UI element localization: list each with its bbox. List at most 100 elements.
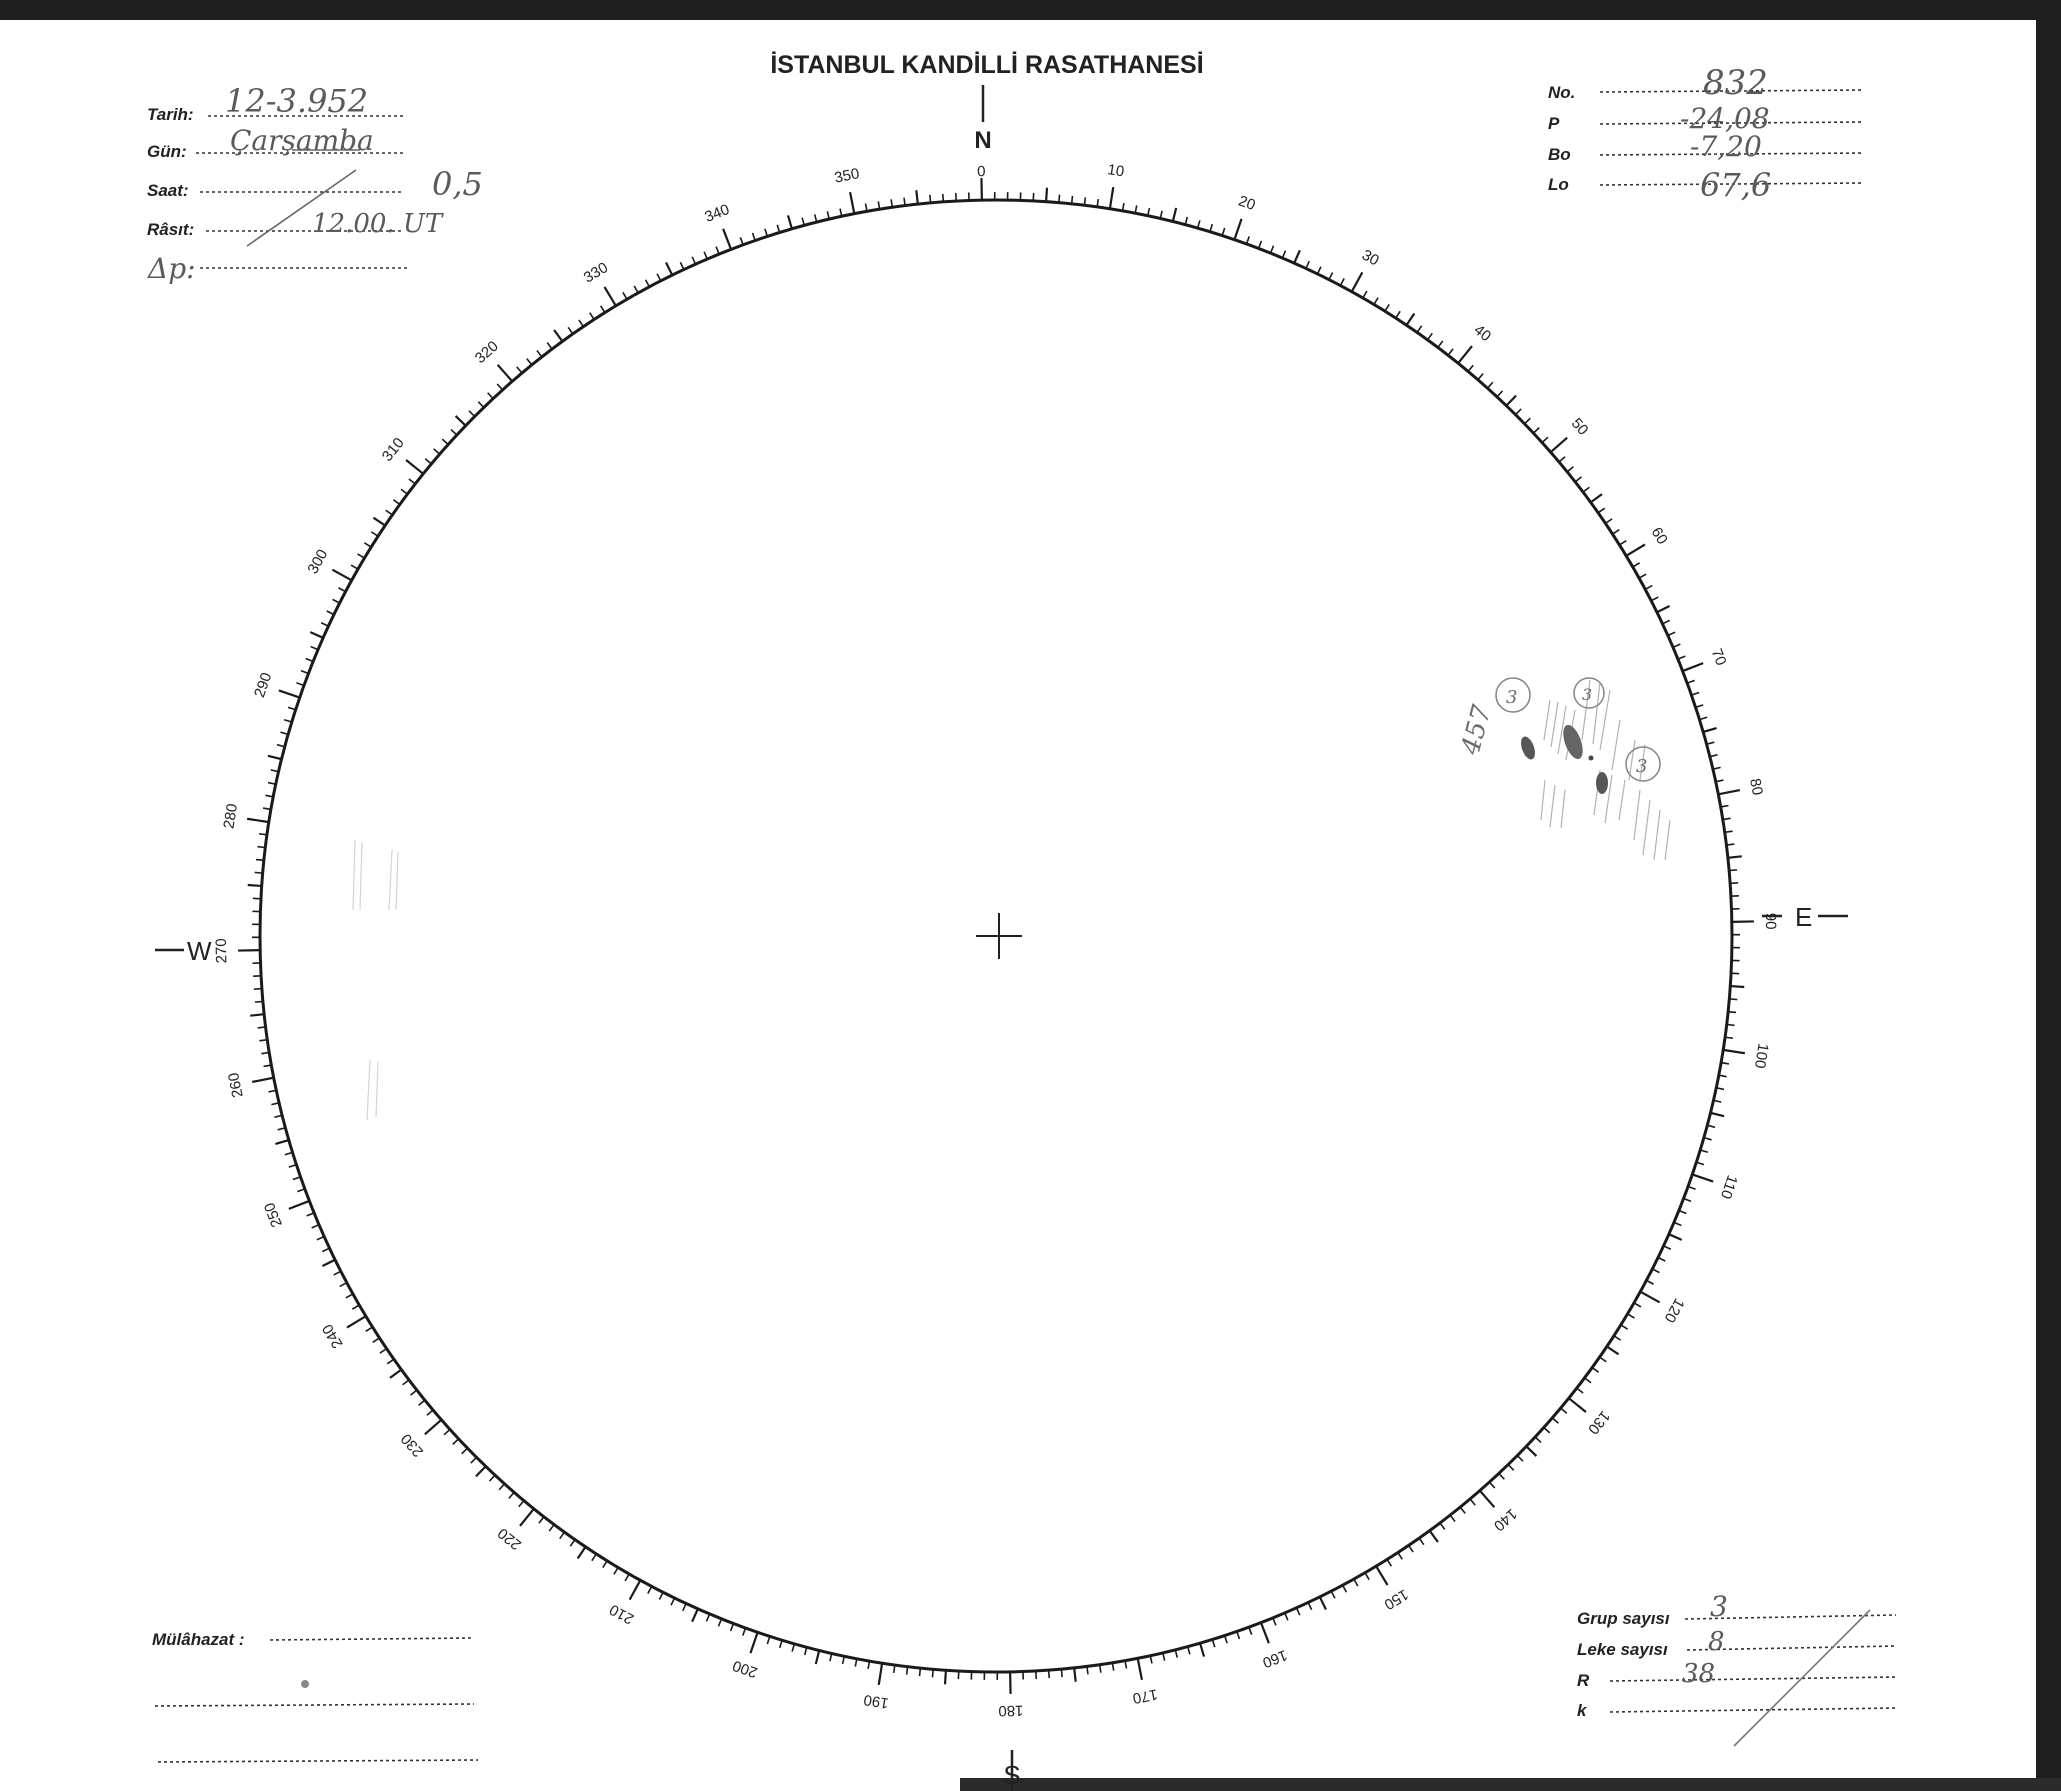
degree-tick: [890, 199, 894, 208]
degree-tick: [365, 1326, 373, 1333]
degree-tick: [1713, 1099, 1722, 1103]
degree-tick: [1514, 408, 1522, 416]
degree-tick: [1339, 278, 1345, 286]
degree-tick: [253, 987, 262, 990]
sunspot-group: 3 3 3 457: [1456, 677, 1671, 861]
degree-tick: [1477, 373, 1484, 381]
degree-tick: [742, 1627, 747, 1636]
p-label: P: [1548, 114, 1560, 133]
degree-tick: [1375, 1565, 1389, 1586]
degree-tick: [1729, 998, 1738, 1001]
degree-tick: [498, 1483, 506, 1491]
strike-through-mark: [1733, 1609, 1871, 1747]
tarih-label: Tarih:: [147, 105, 194, 124]
degree-tick: [1709, 753, 1718, 758]
degree-tick: [311, 1224, 320, 1229]
faint-marks: [352, 839, 399, 1121]
degree-label: 150: [1381, 1585, 1411, 1612]
degree-tick: [739, 237, 744, 246]
degree-tick: [1269, 245, 1275, 254]
degree-tick: [470, 1456, 478, 1464]
degree-tick: [309, 631, 324, 639]
degree-tick: [350, 564, 359, 570]
degree-tick: [1330, 1590, 1336, 1599]
degree-tick: [1073, 1667, 1077, 1682]
r-value: 38: [1682, 1659, 1715, 1689]
degree-tick: [1650, 596, 1659, 602]
degree-tick: [1543, 1426, 1551, 1434]
degree-tick: [602, 1560, 608, 1569]
degree-tick: [1590, 493, 1603, 504]
degree-tick: [351, 1304, 360, 1310]
degree-ring: 0 102030405060708090100110120130140150160…: [213, 161, 1779, 1719]
degree-tick: [433, 448, 441, 455]
degree-tick: [1691, 1173, 1714, 1183]
degree-tick: [426, 1409, 434, 1416]
no-label: No.: [1548, 83, 1575, 102]
degree-tick: [1729, 869, 1738, 872]
degree-tick: [813, 214, 818, 223]
degree-tick: [1316, 266, 1322, 275]
leke-label: Leke sayısı: [1577, 1640, 1668, 1659]
degree-tick: [599, 305, 606, 313]
degree-tick: [848, 191, 856, 214]
no-value: 832: [1703, 63, 1768, 103]
degree-tick: [1407, 1545, 1414, 1553]
degree-tick: [729, 1623, 735, 1632]
degree-tick: [764, 228, 769, 237]
degree-tick: [1384, 303, 1390, 312]
degree-tick: [1196, 220, 1201, 229]
degree-label: 180: [998, 1702, 1023, 1719]
degree-tick: [363, 542, 372, 548]
degree-tick: [385, 509, 393, 516]
group-circle-label: 3: [1582, 685, 1592, 704]
degree-tick: [386, 1358, 395, 1365]
degree-tick: [518, 1500, 525, 1508]
degree-tick: [705, 1613, 711, 1622]
degree-tick: [1667, 631, 1676, 637]
degree-tick: [267, 754, 282, 761]
degree-tick: [1639, 1290, 1661, 1304]
degree-tick: [1044, 187, 1049, 202]
degree-tick: [841, 1656, 846, 1665]
l0-label: Lo: [1548, 175, 1569, 194]
degree-tick: [280, 731, 289, 736]
degree-tick: [332, 598, 340, 604]
sunspot-umbra: [1588, 755, 1594, 761]
degree-tick: [1541, 436, 1549, 444]
degree-tick: [392, 499, 401, 506]
degree-tick: [1612, 529, 1620, 535]
degree-tick: [553, 329, 564, 342]
degree-tick: [1096, 198, 1100, 208]
degree-tick: [1722, 817, 1731, 821]
degree-tick: [1657, 1256, 1666, 1262]
degree-tick: [1245, 236, 1250, 245]
rasit-value: 12.00. UT: [312, 209, 444, 239]
degree-tick: [296, 682, 305, 687]
degree-tick: [372, 516, 386, 527]
degree-tick: [278, 689, 301, 699]
degree-tick: [258, 832, 268, 836]
degree-tick: [1656, 605, 1671, 614]
degree-tick: [682, 1603, 687, 1612]
degree-tick: [778, 1639, 783, 1649]
degree-tick: [538, 1516, 545, 1524]
degree-tick: [300, 669, 309, 675]
degree-tick: [1373, 297, 1379, 305]
degree-tick: [1644, 584, 1653, 591]
degree-tick: [867, 1660, 871, 1670]
degree-tick: [306, 1212, 315, 1217]
degree-tick: [1730, 882, 1739, 885]
degree-tick: [589, 312, 595, 320]
degree-label: 120: [1661, 1295, 1688, 1325]
degree-tick: [1295, 1607, 1301, 1616]
degree-tick: [1605, 518, 1613, 525]
degree-tick: [274, 1114, 283, 1119]
degree-tick: [559, 1531, 566, 1540]
degree-tick: [786, 215, 793, 230]
degree-tick: [268, 1089, 277, 1093]
degree-tick: [703, 251, 708, 260]
degree-tick: [1724, 830, 1733, 834]
leke-value: 8: [1708, 1627, 1725, 1657]
degree-tick: [546, 342, 553, 350]
